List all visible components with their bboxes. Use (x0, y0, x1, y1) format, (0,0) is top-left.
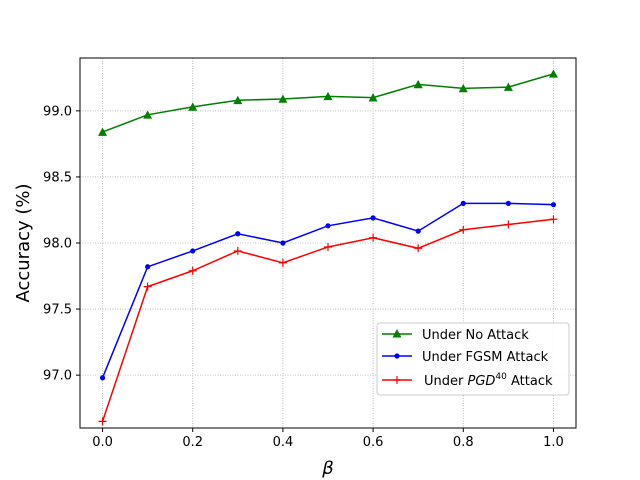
legend-marker-plus (393, 376, 401, 384)
data-point-plus (549, 215, 558, 224)
y-tick-label: 97.5 (43, 303, 72, 318)
data-point-dot (235, 231, 241, 237)
x-tick-label: 0.2 (182, 435, 203, 450)
legend-label-pgd-superscript: 40 (495, 372, 507, 382)
data-point-triangle (188, 102, 198, 111)
legend-label-no-attack: Under No Attack (422, 328, 529, 343)
data-point-dot (190, 248, 196, 254)
data-point-plus (98, 417, 107, 426)
legend-marker-dot (394, 353, 400, 359)
data-point-dot (370, 215, 376, 221)
data-point-plus (324, 242, 332, 251)
legend-label-pgd-suffix: Attack (507, 374, 553, 389)
legend-marker-triangle (392, 329, 402, 338)
y-axis-title: Accuracy (%) (13, 183, 34, 302)
data-point-plus (414, 244, 423, 253)
data-point-triangle (233, 95, 243, 105)
legend: Under No Attack Under FGSM Attack Under … (376, 322, 570, 396)
data-point-triangle (503, 82, 513, 91)
data-point-plus (459, 225, 468, 234)
legend-box (376, 322, 570, 396)
y-tick-label: 99.0 (43, 104, 72, 119)
data-point-triangle (548, 69, 558, 78)
x-axis-title: β (321, 458, 334, 479)
data-point-plus (369, 233, 378, 242)
y-tick-label: 98.5 (43, 170, 72, 185)
data-point-dot (460, 200, 466, 206)
x-tick-label: 0.8 (453, 435, 474, 450)
x-tick-label: 0.0 (92, 435, 113, 450)
data-point-plus (233, 246, 242, 255)
y-tick-label: 97.0 (43, 369, 72, 384)
series-line-1 (102, 73, 554, 133)
data-point-dot (325, 223, 331, 229)
data-point-triangle (98, 127, 108, 136)
data-point-triangle (143, 110, 153, 119)
data-point-dot (280, 240, 286, 246)
x-tick-label: 1.0 (543, 435, 564, 450)
data-point-dot (145, 264, 151, 270)
data-point-plus (188, 266, 197, 275)
data-point-dot (99, 375, 106, 381)
data-point-plus (278, 258, 287, 267)
data-point-dot (505, 200, 511, 206)
data-point-triangle (368, 93, 378, 102)
data-point-triangle (278, 94, 288, 103)
legend-label-pgd-name: PGD (467, 374, 495, 389)
data-point-triangle (413, 79, 423, 89)
data-point-dot (415, 228, 421, 234)
x-tick-label: 0.6 (363, 435, 384, 450)
data-point-triangle (323, 91, 333, 101)
legend-label-pgd-prefix: Under (424, 374, 467, 389)
legend-label-fgsm: Under FGSM Attack (422, 350, 549, 365)
data-point-plus (143, 282, 152, 291)
data-point-dot (550, 202, 557, 208)
x-tick-label: 0.4 (273, 435, 294, 450)
axis-ticks: 0.0 0.2 0.4 0.6 0.8 1.0 97.0 97.5 98.0 98.5 99.0 (43, 104, 564, 450)
legend-label-pgd: Under PGD40 Attack (424, 372, 553, 389)
data-point-triangle (458, 83, 468, 93)
series-lines (98, 69, 558, 426)
data-point-plus (504, 220, 513, 229)
y-tick-label: 98.0 (43, 237, 72, 252)
